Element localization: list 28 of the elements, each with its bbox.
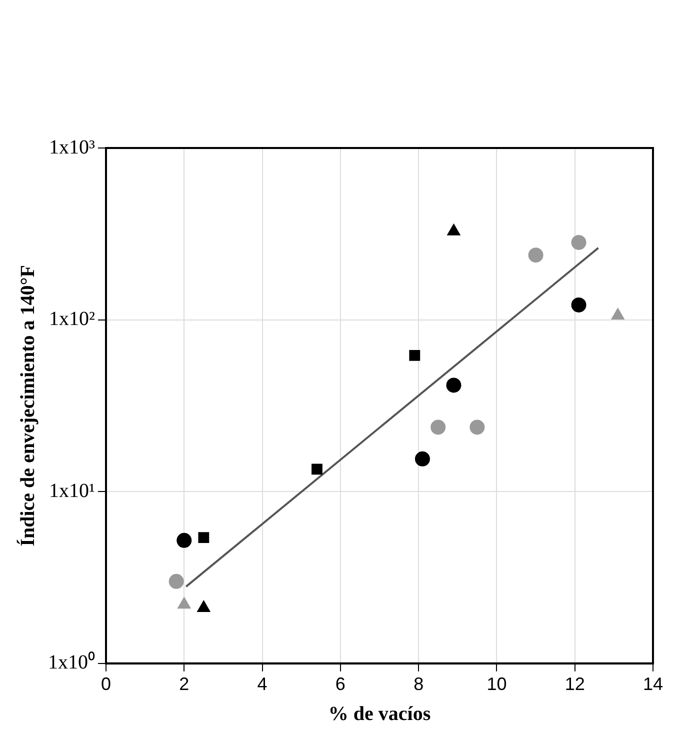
x-tick-label: 0 xyxy=(100,674,112,694)
x-tick-label: 2 xyxy=(179,674,190,694)
x-tick-label: 8 xyxy=(414,674,424,694)
x-axis-title: % de vacíos xyxy=(328,703,431,726)
x-tick-label: 12 xyxy=(564,674,585,694)
x-tick-label: 4 xyxy=(257,674,268,694)
point xyxy=(312,464,322,475)
x-tick-label: 6 xyxy=(335,674,346,694)
point xyxy=(176,532,192,548)
y-tick-label: 1x10² xyxy=(49,308,95,330)
point xyxy=(528,248,544,263)
y-axis-title: Índice de envejecimiento a 140°F xyxy=(16,265,40,546)
point xyxy=(198,532,210,544)
point xyxy=(571,234,586,250)
y-tick-label: 1x10³ xyxy=(49,136,95,158)
point xyxy=(409,350,420,361)
point xyxy=(178,597,191,609)
point xyxy=(168,574,184,589)
y-tick-label: 1x10⁰ xyxy=(48,650,95,674)
point xyxy=(414,451,430,466)
y-tick-label: 1x10¹ xyxy=(49,480,95,502)
point xyxy=(470,420,485,435)
point xyxy=(446,378,462,393)
point xyxy=(571,297,586,312)
x-tick-label: 14 xyxy=(642,674,664,694)
x-tick-label: 10 xyxy=(486,674,507,694)
point xyxy=(430,420,446,435)
point xyxy=(197,600,210,612)
